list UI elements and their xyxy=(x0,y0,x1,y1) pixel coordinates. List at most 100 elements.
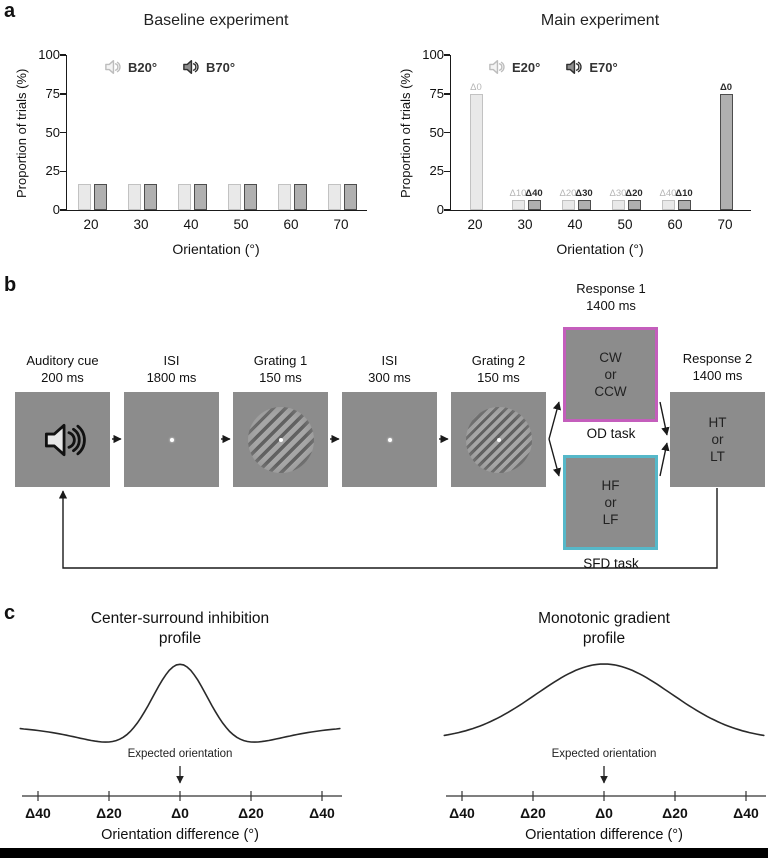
bar-value-label: Δ20 xyxy=(625,188,643,199)
y-tick-mark xyxy=(444,170,450,172)
bar-value-label: Δ0 xyxy=(719,82,733,93)
bar-light-60: Δ40 xyxy=(660,188,676,210)
bar-dark-20 xyxy=(93,184,107,210)
legend: E20° E70° xyxy=(487,58,618,76)
x-tick-label: 70 xyxy=(717,217,733,232)
axis-tick-label: Δ20 xyxy=(96,805,122,821)
legend-item: E20° xyxy=(487,58,540,76)
x-axis-label: Orientation difference (°) xyxy=(101,827,259,843)
axis-tick-label: Δ0 xyxy=(595,805,613,821)
bar-light-70 xyxy=(327,184,341,210)
frame-title-line1: ISI xyxy=(381,353,398,368)
x-tick-label: 50 xyxy=(617,217,633,232)
od-options: CW or CCW xyxy=(594,349,626,400)
frame-title-line1: Auditory cue xyxy=(26,353,99,368)
x-axis-label: Orientation difference (°) xyxy=(525,827,683,843)
y-tick-mark xyxy=(60,209,66,211)
axis-tick-label: Δ20 xyxy=(520,805,546,821)
bar-group xyxy=(168,184,216,210)
y-tick-label: 100 xyxy=(422,47,444,62)
tuning-curve xyxy=(434,656,768,748)
bar-light-40 xyxy=(177,184,191,210)
arrow-od-to-response2 xyxy=(659,401,670,436)
frame-title-line2: 300 ms xyxy=(368,370,411,385)
profile-title-line1: Center-surround inhibition xyxy=(90,610,270,627)
bar-value-label: Δ20 xyxy=(559,188,577,199)
bar-group xyxy=(218,184,266,210)
x-tick-label: 40 xyxy=(567,217,583,232)
y-tick-mark xyxy=(60,131,66,134)
baseline-chart: Baseline experiment Proportion of trials… xyxy=(8,8,380,266)
y-axis-label: Proportion of trials (%) xyxy=(14,68,29,198)
bar-light-40: Δ20 xyxy=(560,188,576,210)
bar-dark-40 xyxy=(193,184,207,210)
frame-grating-2: Grating 2 150 ms xyxy=(451,268,546,498)
chart-title: Main experiment xyxy=(540,12,660,29)
grating-patch xyxy=(465,406,532,473)
frame-auditory-cue: Auditory cue 200 ms xyxy=(15,268,110,498)
x-tick-label: 40 xyxy=(183,217,199,232)
response-1-title-line2: 1400 ms xyxy=(586,298,636,313)
expected-orientation-annotation: Expected orientation xyxy=(127,748,233,760)
response-2-option-or: or xyxy=(711,432,724,447)
od-option-ccw: CCW xyxy=(594,384,627,399)
panel-c-profiles: c Center-surround inhibition profile Exp… xyxy=(0,600,768,848)
bar-dark-60: Δ10 xyxy=(675,188,693,210)
x-tick-label: 60 xyxy=(667,217,683,232)
legend-label: E70° xyxy=(589,59,618,75)
panel-a: a Baseline experiment Proportion of tria… xyxy=(0,0,768,268)
bar-dark-40: Δ30 xyxy=(575,188,593,210)
axis-tick-label: Δ20 xyxy=(238,805,264,821)
od-task-screen: CW or CCW xyxy=(563,327,658,422)
panel-a-label: a xyxy=(4,0,16,22)
frame-title: Auditory cue 200 ms xyxy=(15,352,110,386)
chart-title: Baseline experiment xyxy=(143,12,289,29)
legend-label: E20° xyxy=(512,59,541,75)
y-tick-label: 50 xyxy=(45,124,60,140)
bar-dark-30 xyxy=(143,184,157,210)
legend: B20° B70° xyxy=(103,58,235,76)
arrow-sfd-to-response2 xyxy=(659,442,670,477)
grating-patch xyxy=(247,406,314,473)
x-tick-label: 50 xyxy=(233,217,249,232)
axis-tick-label: Δ40 xyxy=(309,805,335,821)
legend-item: B20° xyxy=(103,58,157,76)
profile-title-line1: Monotonic gradient xyxy=(538,610,670,627)
x-axis-label: Orientation (°) xyxy=(172,241,260,257)
x-axis xyxy=(434,788,768,809)
main-chart: Main experiment Proportion of trials (%)… xyxy=(392,8,764,266)
center-surround-profile: Center-surround inhibition profile Expec… xyxy=(0,600,360,848)
panel-c-label: c xyxy=(4,602,16,624)
response-2-title-line1: Response 2 xyxy=(682,351,753,366)
y-tick-mark xyxy=(444,93,450,95)
axis-tick-label: Δ20 xyxy=(662,805,688,821)
figure-bottom-border xyxy=(0,848,768,858)
y-tick-label: 100 xyxy=(38,47,60,62)
y-tick-label: 75 xyxy=(45,85,60,101)
frame-title-line2: 200 ms xyxy=(41,370,84,385)
bar-dark-30: Δ40 xyxy=(525,188,543,210)
y-tick-label: 25 xyxy=(45,163,60,179)
od-option-or: or xyxy=(604,367,617,382)
sfd-options: HF or LF xyxy=(602,477,620,528)
frame-title: ISI 300 ms xyxy=(342,352,437,386)
bar-group xyxy=(318,184,366,210)
response-1-column: Response 1 1400 ms CW or CCW OD task HF or LF… xyxy=(563,268,659,600)
speaker-icon-light xyxy=(487,58,507,76)
stimulus-screen xyxy=(15,392,110,487)
response-2-title-line2: 1400 ms xyxy=(692,368,743,383)
speaker-icon-dark xyxy=(564,58,584,76)
frame-title-line1: Grating 1 xyxy=(253,353,308,368)
bar-value-label: Δ30 xyxy=(575,188,593,199)
x-tick-label: 30 xyxy=(517,217,533,232)
y-axis-label: Proportion of trials (%) xyxy=(398,68,413,198)
fixation-dot xyxy=(496,437,501,442)
y-tick-label: 50 xyxy=(429,124,444,140)
down-arrow-icon xyxy=(600,766,608,784)
bar-dark-50: Δ20 xyxy=(625,188,643,210)
bar-value-label: Δ10 xyxy=(675,188,693,199)
tuning-curve xyxy=(10,656,350,748)
stimulus-screen xyxy=(124,392,219,487)
x-tick-labels: Δ40 Δ20 Δ0 Δ20 Δ40 xyxy=(0,805,360,823)
